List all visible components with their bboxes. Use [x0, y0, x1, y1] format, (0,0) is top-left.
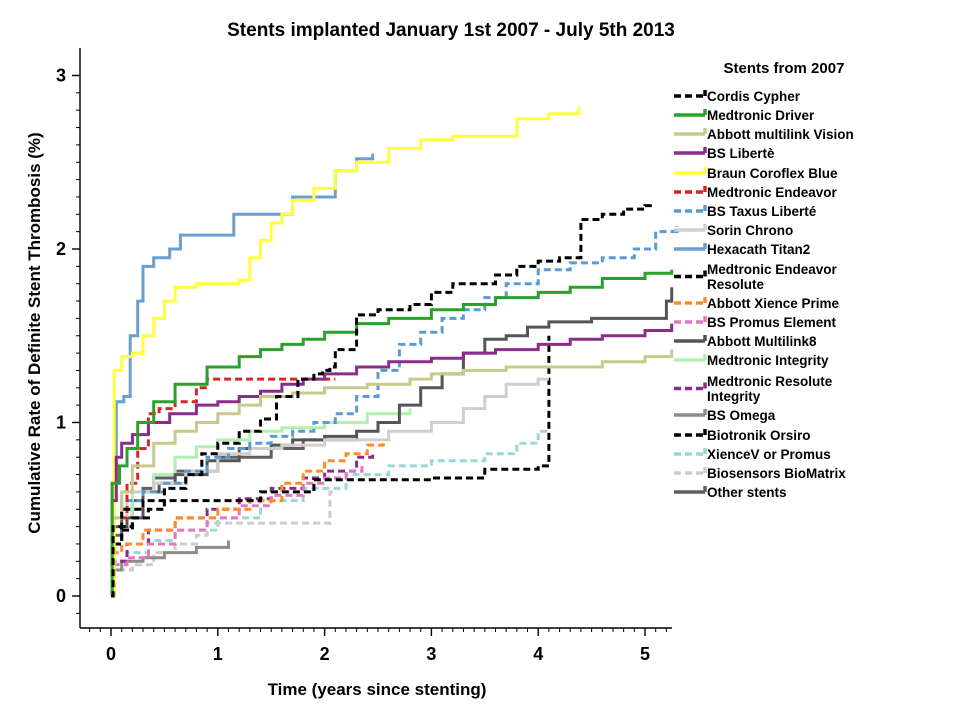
y-axis-label: Cumulative Rate of Definite Stent Thromb…	[25, 132, 44, 533]
y-axis-ticks: 0 1 2 3	[56, 66, 80, 614]
legend-label: Biosensors BioMatrix	[707, 466, 846, 481]
legend-label: Other stents	[707, 485, 787, 500]
y-tick-label: 1	[56, 413, 66, 433]
x-tick-label: 5	[640, 644, 650, 664]
x-tick-label: 2	[320, 644, 330, 664]
legend-label: Medtronic Integrity	[707, 353, 829, 368]
legend-label: Braun Coroflex Blue	[707, 166, 838, 181]
x-tick-label: 4	[533, 644, 543, 664]
legend-label: Medtronic Endeavor Resolute	[707, 262, 838, 292]
y-tick-label: 2	[56, 239, 66, 259]
chart-title: Stents implanted January 1st 2007 - July…	[227, 20, 675, 41]
legend-label: Medtronic Driver	[707, 108, 815, 123]
series-line-biosensors-biomatrix	[111, 490, 336, 598]
legend-label: Hexacath Titan2	[707, 242, 810, 257]
series-line-sorin-chrono	[110, 377, 549, 598]
series-line-medtronic-endeavor	[110, 377, 336, 598]
series-lines	[110, 106, 679, 598]
legend-title: Stents from 2007	[724, 60, 845, 77]
x-tick-label: 0	[106, 644, 116, 664]
legend-label: BS Omega	[707, 408, 776, 423]
x-tick-label: 1	[213, 644, 223, 664]
series-line-abbott-multilink-vision	[110, 349, 674, 598]
x-tick-label: 3	[426, 644, 436, 664]
series-line-bs-libert-	[110, 323, 674, 598]
y-tick-label: 0	[56, 586, 66, 606]
legend-label: Medtronic Resolute Integrity	[707, 374, 833, 404]
series-line-bs-taxus-libert-	[110, 226, 679, 598]
legend-label: Sorin Chrono	[707, 223, 793, 238]
x-axis-label: Time (years since stenting)	[268, 680, 487, 699]
legend-label: Abbott Xience Prime	[707, 296, 840, 311]
series-line-hexacath-titan2	[111, 153, 375, 598]
y-tick-label: 3	[56, 66, 66, 86]
legend-label: Cordis Cypher	[707, 89, 801, 104]
legend-label: XienceV or Promus	[707, 447, 831, 462]
series-line-medtronic-resolute-integrity	[111, 453, 375, 598]
legend: Stents from 2007 Cordis Cypher Medtronic …	[674, 60, 854, 500]
legend-label: Abbott Multilink8	[707, 334, 817, 349]
legend-label: BS Taxus Liberté	[707, 204, 817, 219]
x-axis-ticks: 0 1 2 3 4 5	[89, 628, 667, 664]
series-line-bs-omega	[111, 540, 230, 598]
legend-label: Biotronik Orsiro	[707, 428, 811, 443]
series-line-cordis-cypher	[111, 200, 652, 598]
series-line-medtronic-driver	[110, 269, 674, 598]
series-line-braun-coroflex-blue	[111, 106, 581, 598]
series-line-xiencev-or-promus	[111, 422, 551, 598]
legend-label: Abbott multilink Vision	[707, 127, 854, 142]
legend-label: BS Promus Element	[707, 315, 837, 330]
legend-label: BS Libertè	[707, 146, 775, 161]
legend-label: Medtronic Endeavor	[707, 185, 838, 200]
